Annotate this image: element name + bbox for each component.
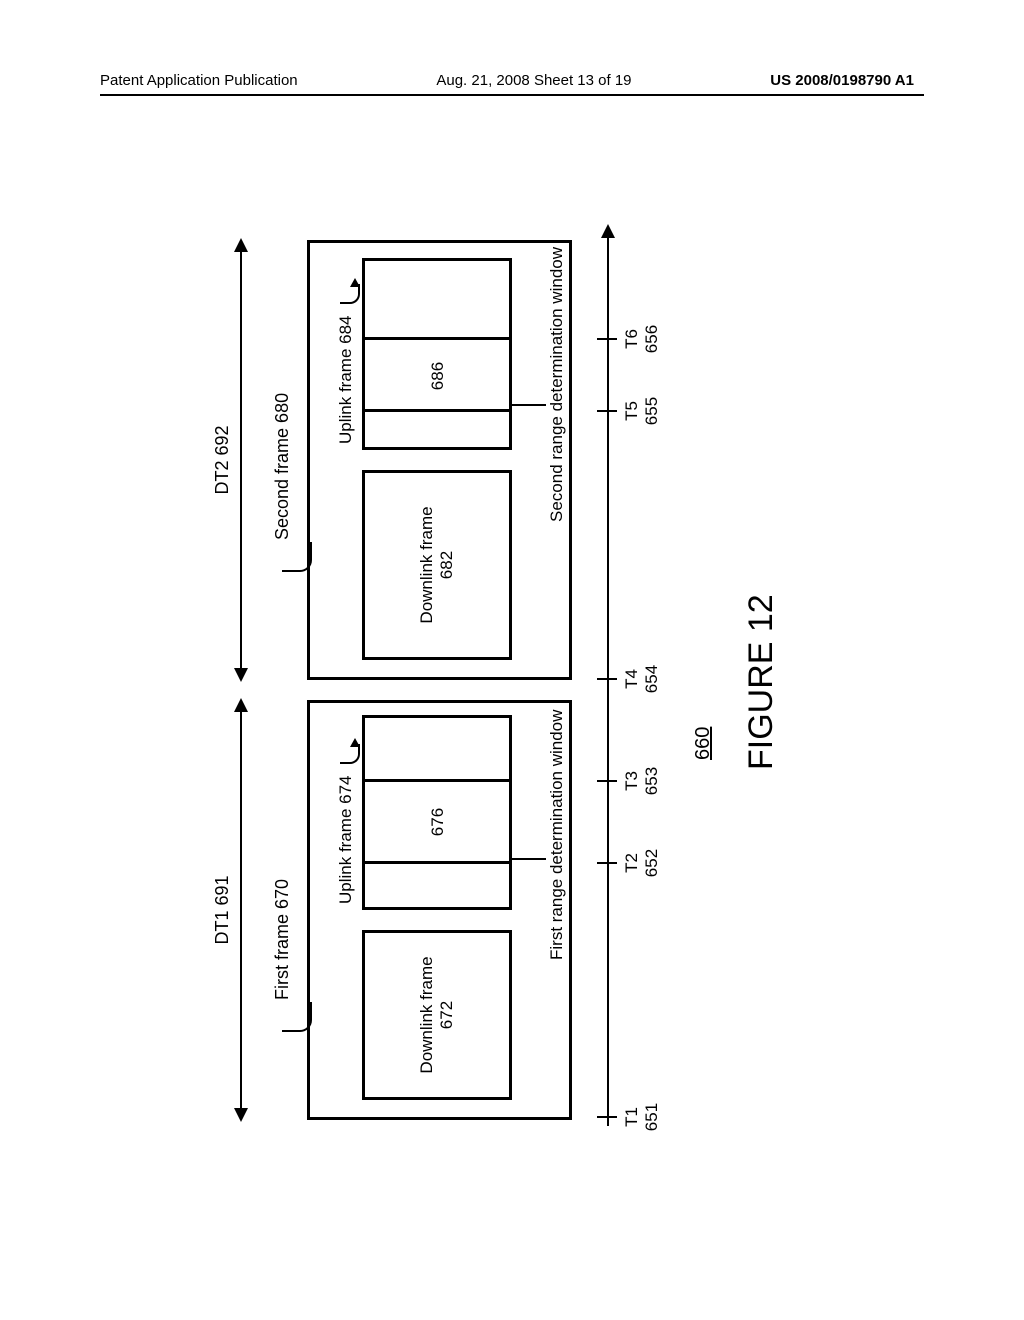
t5-name: T5: [622, 401, 641, 421]
page-header: Patent Application Publication Aug. 21, …: [0, 72, 1024, 89]
tick-t5-label: T5 655: [622, 386, 661, 436]
tick-t6-label: T6 656: [622, 314, 661, 364]
time-axis: [607, 226, 609, 1126]
downlink-1-label: Downlink frame 672: [417, 945, 456, 1085]
t6-name: T6: [622, 329, 641, 349]
dt1-label: DT1 691: [212, 875, 233, 944]
tick-t1-label: T1 651: [622, 1092, 661, 1142]
tick-t4-label: T4 654: [622, 654, 661, 704]
diagram-canvas: DT1 691 DT2 692 First frame 670 Second f…: [212, 220, 812, 1140]
figure-caption: FIGURE 12: [742, 594, 781, 770]
uplink-2-seg-b: [362, 337, 512, 340]
tick-t4: [597, 678, 617, 680]
header-center: Aug. 21, 2008 Sheet 13 of 19: [436, 72, 631, 89]
downlink-1-text-top: Downlink frame: [417, 956, 436, 1073]
t6-num: 656: [642, 325, 661, 353]
dt1-arrow: [240, 700, 242, 1120]
downlink-2-text-bot: 682: [437, 551, 456, 579]
t3-name: T3: [622, 771, 641, 791]
uplink-2-label: Uplink frame 684: [336, 315, 356, 444]
uplink-1-seg-a: [362, 861, 512, 864]
t4-num: 654: [642, 665, 661, 693]
header-right: US 2008/0198790 A1: [770, 72, 914, 89]
downlink-2-text-top: Downlink frame: [417, 506, 436, 623]
header-rule: [100, 94, 924, 96]
t5-num: 655: [642, 397, 661, 425]
t1-name: T1: [622, 1107, 641, 1127]
uplink-2-leader: [340, 284, 360, 304]
uplink-1-leader: [340, 744, 360, 764]
first-frame-label: First frame 670: [272, 879, 293, 1000]
t4-name: T4: [622, 669, 641, 689]
dt2-arrow: [240, 240, 242, 680]
dt2-label: DT2 692: [212, 425, 233, 494]
tick-t2-label: T2 652: [622, 838, 661, 888]
tick-t3: [597, 780, 617, 782]
tick-t1: [597, 1116, 617, 1118]
tick-t6: [597, 338, 617, 340]
second-frame-label: Second frame 680: [272, 393, 293, 540]
rdw-1-label: First range determination window: [547, 710, 567, 960]
uplink-1-seg-b: [362, 779, 512, 782]
t3-num: 653: [642, 767, 661, 795]
tick-t3-label: T3 653: [622, 756, 661, 806]
uplink-1-inner-label: 676: [428, 792, 448, 852]
tick-t2: [597, 862, 617, 864]
uplink-2-seg-a: [362, 409, 512, 412]
uplink-1-label: Uplink frame 674: [336, 775, 356, 904]
rdw-1-leader: [512, 858, 546, 860]
legend-ref-660: 660: [692, 727, 715, 760]
t2-num: 652: [642, 849, 661, 877]
t1-num: 651: [642, 1103, 661, 1131]
t2-name: T2: [622, 853, 641, 873]
rdw-2-leader: [512, 404, 546, 406]
header-left: Patent Application Publication: [100, 72, 298, 89]
rdw-2-label: Second range determination window: [547, 247, 567, 522]
downlink-1-text-bot: 672: [437, 1001, 456, 1029]
uplink-2-inner-label: 686: [428, 346, 448, 406]
downlink-2-label: Downlink frame 682: [417, 495, 456, 635]
tick-t5: [597, 410, 617, 412]
